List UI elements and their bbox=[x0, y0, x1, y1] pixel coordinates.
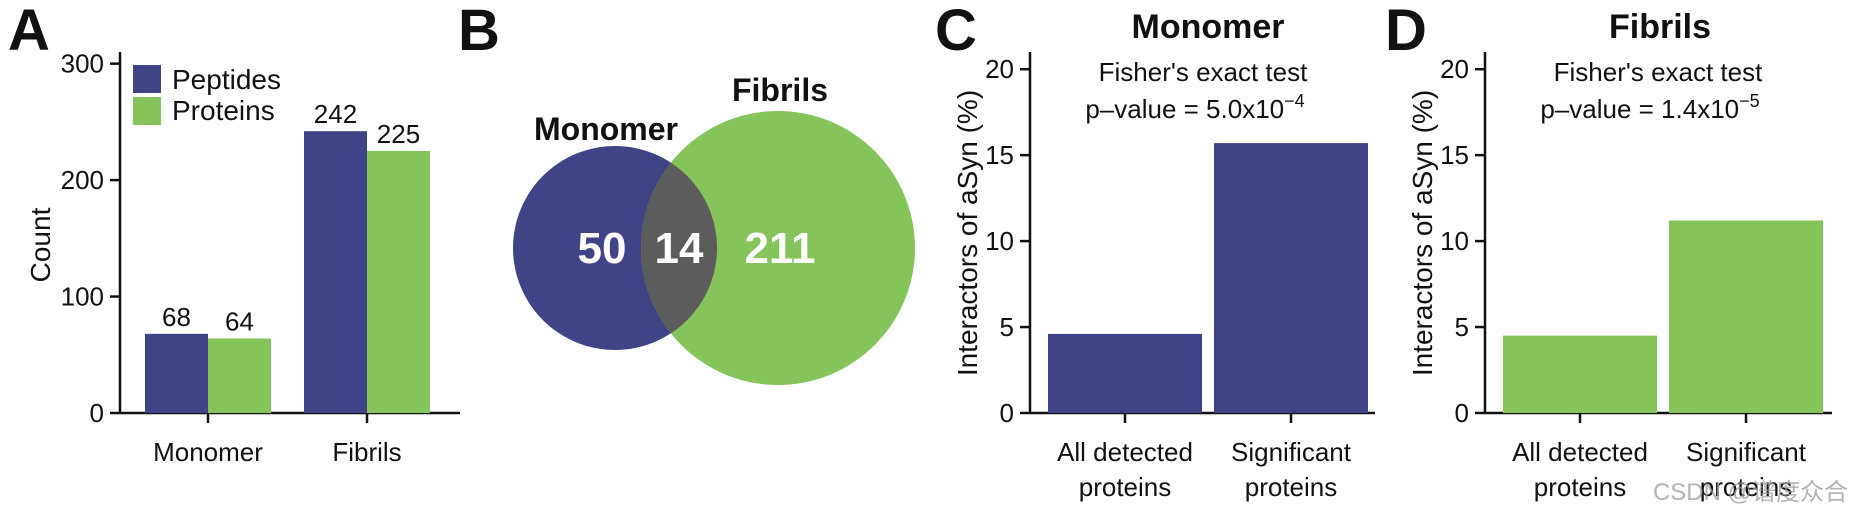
y-tick-label: 10 bbox=[1440, 226, 1469, 256]
panel-d-annotation-pvalue: p–value = 1.4x10−5 bbox=[1540, 91, 1759, 124]
panel-d-annotation-test: Fisher's exact test bbox=[1554, 57, 1763, 87]
panel-letter-c: C bbox=[935, 0, 977, 63]
bar-proteins-monomer bbox=[208, 338, 271, 413]
panel-a-y-ticks: 0 100 200 300 bbox=[61, 49, 120, 428]
y-tick-label: 5 bbox=[1455, 312, 1469, 342]
bar-value-label: 64 bbox=[225, 306, 254, 336]
y-tick-label: 0 bbox=[1000, 398, 1014, 428]
bar-value-label: 242 bbox=[314, 99, 357, 129]
panel-d-bars bbox=[1503, 220, 1823, 413]
panel-b-venn-diagram: Monomer Fibrils 50 14 211 bbox=[513, 72, 915, 385]
panel-c-title: Monomer bbox=[1132, 8, 1285, 46]
panel-c-y-axis-title: Interactors of aSyn (%) bbox=[952, 90, 983, 376]
bar-significant bbox=[1214, 143, 1368, 413]
bar-peptides-monomer bbox=[145, 333, 208, 413]
panel-c-bars bbox=[1048, 143, 1368, 413]
venn-label-monomer: Monomer bbox=[534, 111, 678, 147]
bar-peptides-fibrils bbox=[304, 131, 367, 413]
venn-count-monomer-only: 50 bbox=[578, 224, 627, 273]
y-tick-label: 200 bbox=[61, 165, 104, 195]
x-tick-label-line2: proteins bbox=[1079, 472, 1172, 502]
panel-d-x-labels: All detected proteins Significant proteins bbox=[1512, 413, 1807, 502]
panel-letter-d: D bbox=[1385, 0, 1427, 63]
panel-c-pvalue-exponent: −4 bbox=[1284, 91, 1305, 111]
panel-c-y-ticks: 0 5 10 15 20 bbox=[985, 54, 1030, 428]
venn-circle-fibrils bbox=[641, 111, 915, 385]
panel-c-annotation-test: Fisher's exact test bbox=[1099, 57, 1308, 87]
y-tick-label: 20 bbox=[985, 54, 1014, 84]
bar-significant bbox=[1669, 220, 1823, 413]
panel-a-legend: Peptides Proteins bbox=[133, 64, 281, 126]
bar-proteins-fibrils bbox=[367, 150, 430, 413]
venn-count-overlap: 14 bbox=[655, 224, 704, 273]
venn-label-fibrils: Fibrils bbox=[732, 72, 828, 108]
bar-all-detected bbox=[1503, 335, 1657, 413]
panel-letter-a: A bbox=[8, 0, 50, 63]
y-tick-label: 100 bbox=[61, 282, 104, 312]
panel-a-bars: 68 64 242 225 bbox=[145, 99, 430, 413]
x-tick-label-line1: All detected bbox=[1512, 437, 1648, 467]
panel-a-x-labels: Monomer Fibrils bbox=[153, 413, 402, 467]
panel-d-bar-chart: Fibrils Fisher's exact test p–value = 1.… bbox=[1407, 8, 1832, 502]
bar-value-label: 68 bbox=[162, 302, 191, 332]
y-tick-label: 20 bbox=[1440, 54, 1469, 84]
legend-swatch-proteins bbox=[133, 97, 161, 125]
y-tick-label: 300 bbox=[61, 49, 104, 79]
y-tick-label: 0 bbox=[1455, 398, 1469, 428]
panel-d-pvalue-base: p–value = 1.4x10 bbox=[1540, 94, 1739, 124]
x-tick-label-line1: Significant bbox=[1231, 437, 1352, 467]
x-tick-label-line2: proteins bbox=[1534, 472, 1627, 502]
panel-d-pvalue-exponent: −5 bbox=[1739, 91, 1760, 111]
x-tick-label-line2: proteins bbox=[1245, 472, 1338, 502]
venn-count-fibrils-only: 211 bbox=[745, 224, 816, 273]
panel-d-y-ticks: 0 5 10 15 20 bbox=[1440, 54, 1485, 428]
x-tick-label: Fibrils bbox=[332, 437, 401, 467]
legend-label-peptides: Peptides bbox=[172, 64, 281, 95]
x-tick-label: Monomer bbox=[153, 437, 263, 467]
legend-label-proteins: Proteins bbox=[172, 95, 275, 126]
x-tick-label-line1: Significant bbox=[1686, 437, 1807, 467]
panel-c-annotation-pvalue: p–value = 5.0x10−4 bbox=[1085, 91, 1304, 124]
bar-all-detected bbox=[1048, 333, 1202, 413]
x-tick-label-line1: All detected bbox=[1057, 437, 1193, 467]
y-tick-label: 15 bbox=[985, 140, 1014, 170]
panel-d-title: Fibrils bbox=[1609, 8, 1711, 46]
panel-c-bar-chart: Monomer Fisher's exact test p–value = 5.… bbox=[952, 8, 1375, 502]
y-tick-label: 5 bbox=[1000, 312, 1014, 342]
panel-letter-b: B bbox=[458, 0, 500, 63]
panel-c-pvalue-base: p–value = 5.0x10 bbox=[1085, 94, 1284, 124]
legend-swatch-peptides bbox=[133, 65, 161, 93]
panel-d-y-axis-title: Interactors of aSyn (%) bbox=[1407, 90, 1438, 376]
panel-a-y-axis-title: Count bbox=[25, 207, 56, 282]
panel-a-bar-chart: Count 0 100 200 300 68 64 242 225 Monomer Fibri… bbox=[25, 49, 460, 467]
y-tick-label: 10 bbox=[985, 226, 1014, 256]
watermark: CSDN @谱度众合 bbox=[1653, 479, 1848, 506]
panel-c-x-labels: All detected proteins Significant proteins bbox=[1057, 413, 1352, 502]
y-tick-label: 0 bbox=[90, 398, 104, 428]
bar-value-label: 225 bbox=[377, 119, 420, 149]
x-tick-label-line2: proteins bbox=[1700, 472, 1793, 502]
y-tick-label: 15 bbox=[1440, 140, 1469, 170]
